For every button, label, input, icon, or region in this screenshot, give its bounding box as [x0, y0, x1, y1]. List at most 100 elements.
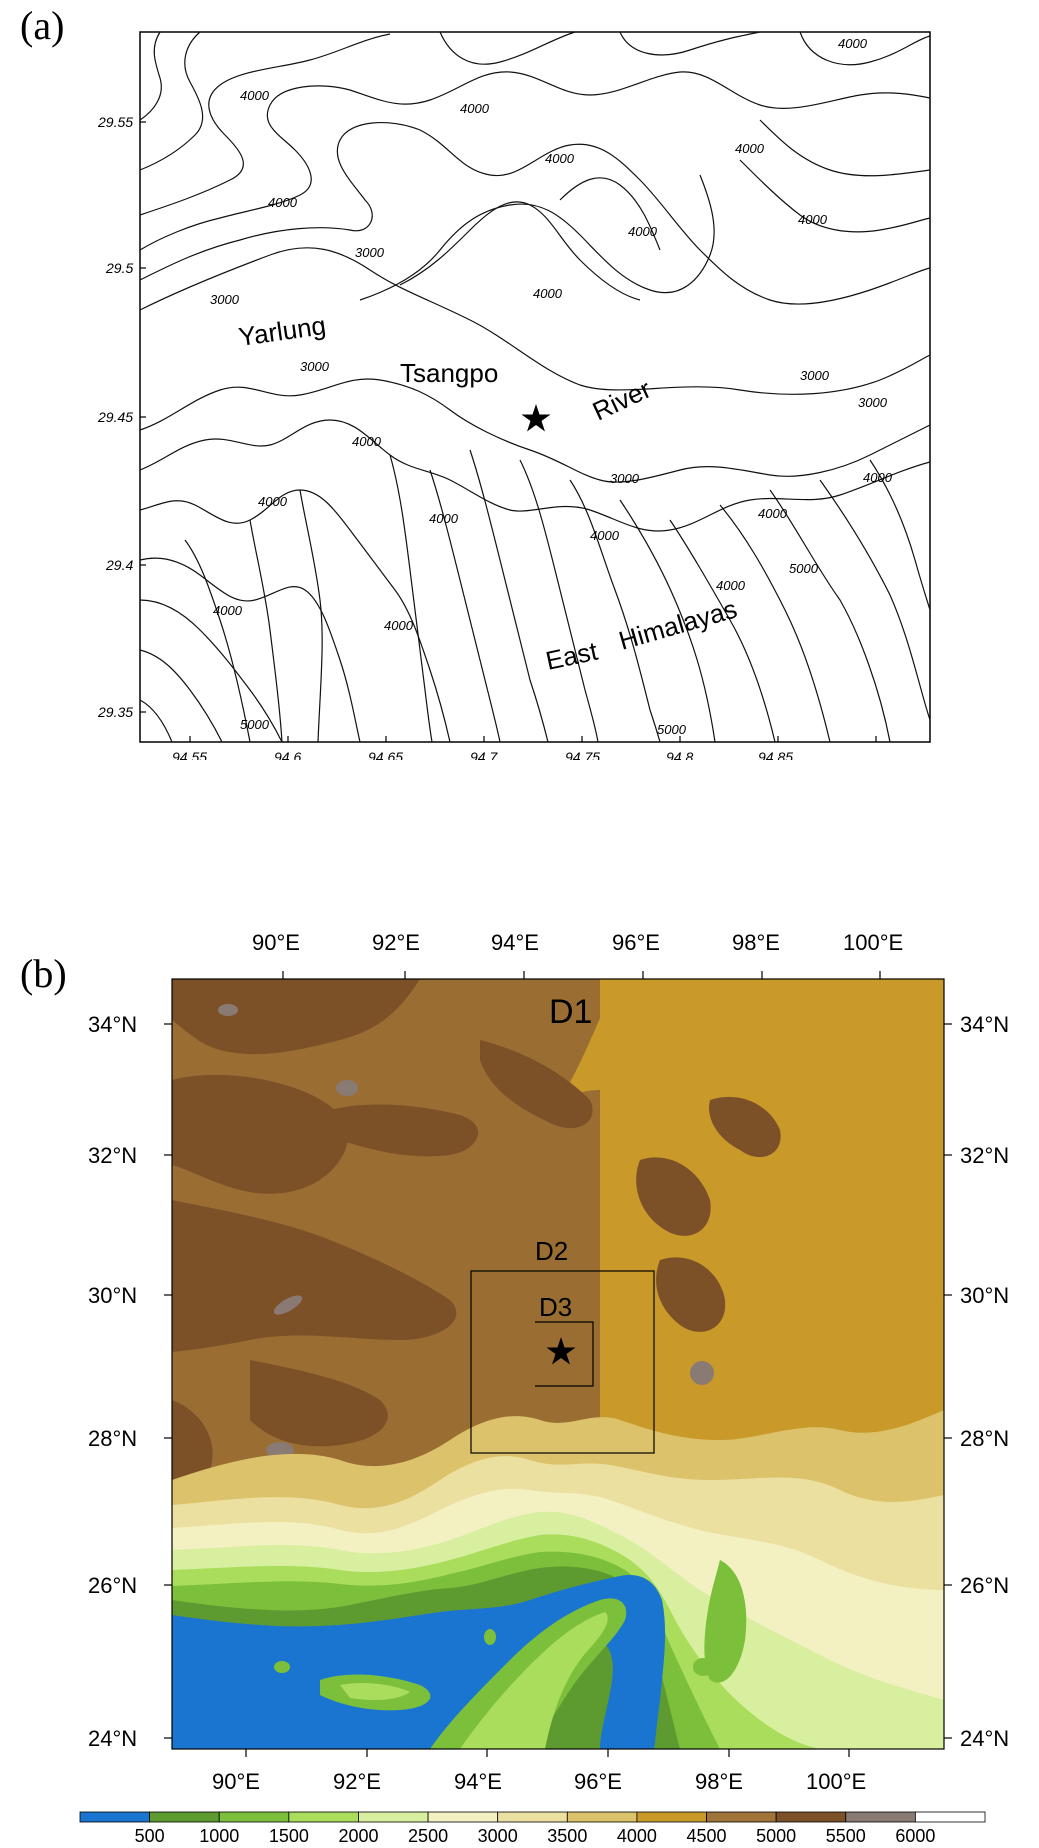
colorbar-swatch	[636, 1811, 707, 1823]
contour-label: 4000	[268, 195, 298, 210]
x-tick-label: 94.75	[565, 749, 600, 760]
colorbar-label: 5000	[756, 1826, 796, 1846]
lat-tick-right: 28°N	[960, 1426, 1009, 1451]
domain-d1-label: D1	[549, 993, 592, 1031]
panel-b-label: (b)	[20, 951, 67, 996]
domain-d2-box	[470, 1270, 655, 1454]
contour-label: 4000	[240, 88, 270, 103]
contour-label: 4000	[384, 618, 414, 633]
contour-lines	[139, 31, 931, 743]
contour-label: 5000	[657, 722, 687, 737]
elevation-colorbar: 500 1000 1500 2000 2500 3000 3500 4000 4500 5000 5…	[79, 1811, 986, 1846]
x-tick-label: 94.85	[758, 749, 793, 760]
contour-label: 4000	[258, 494, 288, 509]
y-tick-label: 29.55	[97, 114, 133, 130]
lon-tick-bottom: 96°E	[574, 1769, 622, 1794]
topographic-contour-map: 4000 4000 4000 4000 4000 4000 4000 4000 …	[97, 31, 931, 760]
colorbar-label: 2000	[338, 1826, 378, 1846]
colorbar-label: 1000	[199, 1826, 239, 1846]
lon-tick-top: 100°E	[843, 930, 903, 955]
contour-label: 4000	[863, 470, 893, 485]
lon-tick-top: 92°E	[372, 930, 420, 955]
x-tick-label: 94.65	[368, 749, 403, 760]
domain-d3-label: D3	[539, 1292, 572, 1322]
lon-tick-bottom: 100°E	[806, 1769, 866, 1794]
contour-label: 4000	[735, 141, 765, 156]
lat-tick-right: 24°N	[960, 1726, 1009, 1751]
domain-d2-label: D2	[535, 1236, 568, 1266]
colorbar-label: 4500	[687, 1826, 727, 1846]
y-tick-label: 29.5	[105, 260, 133, 276]
colorbar-swatch	[566, 1811, 638, 1823]
colorbar-swatch	[914, 1811, 986, 1823]
lat-tick-right: 30°N	[960, 1283, 1009, 1308]
y-tick-label: 29.45	[97, 409, 133, 425]
contour-label: 4000	[460, 101, 490, 116]
map-frame-a	[139, 31, 931, 743]
contour-label: 4000	[716, 578, 746, 593]
colorbar-label: 6000	[895, 1826, 935, 1846]
contour-label: 3000	[210, 292, 240, 307]
contour-label: 5000	[240, 717, 270, 732]
contour-label: 4000	[758, 506, 788, 521]
lon-tick-bottom: 98°E	[695, 1769, 743, 1794]
map-frame-b	[171, 978, 945, 1750]
x-tick-label: 94.8	[666, 749, 693, 760]
place-name-tsangpo: Tsangpo	[400, 358, 498, 388]
contour-label: 3000	[858, 395, 888, 410]
x-tick-label: 94.7	[470, 749, 498, 760]
lat-tick-left: 28°N	[88, 1426, 137, 1451]
lat-tick-left: 26°N	[88, 1573, 137, 1598]
contour-label: 4000	[429, 511, 459, 526]
colorbar-swatch	[79, 1811, 151, 1823]
y-tick-label: 29.4	[105, 557, 133, 573]
colorbar-label: 5500	[826, 1826, 866, 1846]
colorbar-swatch	[288, 1811, 359, 1823]
colorbar-label: 4000	[617, 1826, 657, 1846]
site-star-marker	[521, 404, 551, 432]
colorbar-swatch	[218, 1811, 290, 1823]
contour-label: 4000	[838, 36, 868, 51]
y-tick-label: 29.35	[97, 704, 133, 720]
contour-label: 4000	[213, 603, 243, 618]
contour-label: 3000	[300, 359, 330, 374]
colorbar-swatch	[775, 1811, 847, 1823]
colorbar-swatch	[149, 1811, 220, 1823]
lon-tick-top: 94°E	[491, 930, 539, 955]
colorbar-label: 500	[135, 1826, 165, 1846]
lon-tick-top: 90°E	[252, 930, 300, 955]
lat-tick-left: 24°N	[88, 1726, 137, 1751]
colorbar-swatch	[845, 1811, 916, 1823]
contour-label: 4000	[798, 212, 828, 227]
contour-label: 4000	[590, 528, 620, 543]
contour-label: 3000	[610, 471, 640, 486]
lon-tick-top: 96°E	[612, 930, 660, 955]
contour-label: 4000	[545, 151, 575, 166]
lat-tick-left: 34°N	[88, 1012, 137, 1037]
colorbar-swatch	[706, 1811, 777, 1823]
x-tick-label: 94.55	[172, 749, 207, 760]
elevation-shaded-map: D1 D2 D3 90°E 92°E 94°E 96°E 98°E 100°E …	[88, 930, 1009, 1794]
lon-tick-bottom: 92°E	[333, 1769, 381, 1794]
site-star-marker	[546, 1337, 576, 1365]
contour-label: 5000	[789, 561, 819, 576]
lat-tick-left: 32°N	[88, 1143, 137, 1168]
colorbar-swatch	[497, 1811, 568, 1823]
x-tick-label: 94.6	[274, 749, 301, 760]
contour-labels: 4000 4000 4000 4000 4000 4000 4000 4000 …	[210, 36, 893, 737]
lat-tick-right: 34°N	[960, 1012, 1009, 1037]
lat-tick-right: 32°N	[960, 1143, 1009, 1168]
contour-label: 4000	[628, 224, 658, 239]
colorbar-swatch	[427, 1811, 499, 1823]
colorbar-label: 2500	[408, 1826, 448, 1846]
colorbar-swatch	[358, 1811, 429, 1823]
lat-tick-left: 30°N	[88, 1283, 137, 1308]
lon-tick-bottom: 90°E	[212, 1769, 260, 1794]
contour-label: 3000	[800, 368, 830, 383]
lon-tick-bottom: 94°E	[454, 1769, 502, 1794]
contour-label: 3000	[355, 245, 385, 260]
contour-label: 4000	[352, 434, 382, 449]
panel-a-label: (a)	[20, 3, 65, 48]
colorbar-label: 3500	[547, 1826, 587, 1846]
lon-tick-top: 98°E	[732, 930, 780, 955]
